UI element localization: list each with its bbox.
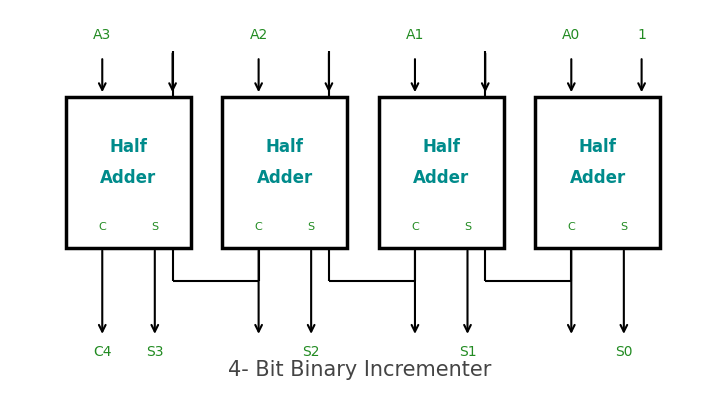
Text: 1: 1	[637, 28, 646, 42]
FancyBboxPatch shape	[379, 97, 504, 248]
Text: C: C	[99, 222, 106, 231]
Text: S: S	[620, 222, 628, 231]
Text: S2: S2	[303, 345, 320, 359]
Text: S1: S1	[459, 345, 476, 359]
Text: C: C	[255, 222, 262, 231]
Text: C4: C4	[93, 345, 111, 359]
Text: C: C	[411, 222, 419, 231]
Text: 4- Bit Binary Incrementer: 4- Bit Binary Incrementer	[228, 359, 491, 380]
Text: S: S	[151, 222, 158, 231]
Text: S0: S0	[615, 345, 633, 359]
Text: S: S	[464, 222, 471, 231]
Text: A3: A3	[93, 28, 111, 42]
Text: Adder: Adder	[569, 169, 626, 187]
Text: Half: Half	[422, 138, 460, 156]
Text: S: S	[308, 222, 315, 231]
Text: C: C	[567, 222, 575, 231]
Text: Half: Half	[579, 138, 616, 156]
Text: A1: A1	[406, 28, 424, 42]
Text: A2: A2	[249, 28, 267, 42]
FancyBboxPatch shape	[535, 97, 660, 248]
Text: Adder: Adder	[413, 169, 470, 187]
Text: Adder: Adder	[101, 169, 157, 187]
Text: Half: Half	[266, 138, 304, 156]
Text: Adder: Adder	[257, 169, 313, 187]
FancyBboxPatch shape	[222, 97, 347, 248]
Text: Half: Half	[109, 138, 147, 156]
FancyBboxPatch shape	[66, 97, 191, 248]
Text: S3: S3	[146, 345, 163, 359]
Text: A0: A0	[562, 28, 580, 42]
